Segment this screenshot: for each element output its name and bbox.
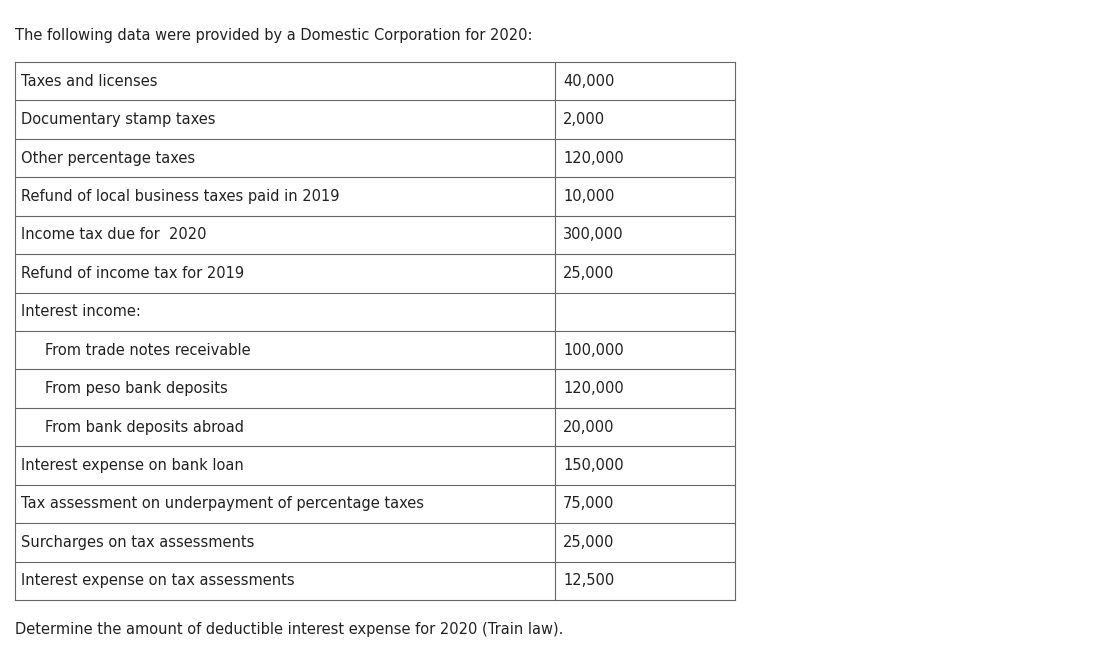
Text: 120,000: 120,000 <box>563 381 624 396</box>
Text: 100,000: 100,000 <box>563 342 624 358</box>
Text: Interest income:: Interest income: <box>21 304 141 319</box>
Text: 25,000: 25,000 <box>563 266 614 281</box>
Text: 20,000: 20,000 <box>563 420 615 434</box>
Text: 120,000: 120,000 <box>563 151 624 165</box>
Text: 150,000: 150,000 <box>563 458 624 473</box>
Text: From trade notes receivable: From trade notes receivable <box>44 342 250 358</box>
Text: Refund of local business taxes paid in 2019: Refund of local business taxes paid in 2… <box>21 189 339 204</box>
Text: From bank deposits abroad: From bank deposits abroad <box>44 420 244 434</box>
Text: 12,500: 12,500 <box>563 573 614 588</box>
Text: Tax assessment on underpayment of percentage taxes: Tax assessment on underpayment of percen… <box>21 496 424 512</box>
Text: Interest expense on bank loan: Interest expense on bank loan <box>21 458 244 473</box>
Text: Documentary stamp taxes: Documentary stamp taxes <box>21 112 216 127</box>
Text: Other percentage taxes: Other percentage taxes <box>21 151 195 165</box>
Text: Interest expense on tax assessments: Interest expense on tax assessments <box>21 573 295 588</box>
Text: 10,000: 10,000 <box>563 189 614 204</box>
Text: 25,000: 25,000 <box>563 535 614 550</box>
Text: From peso bank deposits: From peso bank deposits <box>44 381 228 396</box>
Text: The following data were provided by a Domestic Corporation for 2020:: The following data were provided by a Do… <box>14 28 533 43</box>
Text: 75,000: 75,000 <box>563 496 614 512</box>
Text: 300,000: 300,000 <box>563 227 624 243</box>
Text: Determine the amount of deductible interest expense for 2020 (Train law).: Determine the amount of deductible inter… <box>14 622 564 637</box>
Text: 40,000: 40,000 <box>563 74 614 89</box>
Text: Refund of income tax for 2019: Refund of income tax for 2019 <box>21 266 245 281</box>
Text: 2,000: 2,000 <box>563 112 605 127</box>
Text: Surcharges on tax assessments: Surcharges on tax assessments <box>21 535 255 550</box>
Text: Income tax due for  2020: Income tax due for 2020 <box>21 227 207 243</box>
Text: Taxes and licenses: Taxes and licenses <box>21 74 158 89</box>
